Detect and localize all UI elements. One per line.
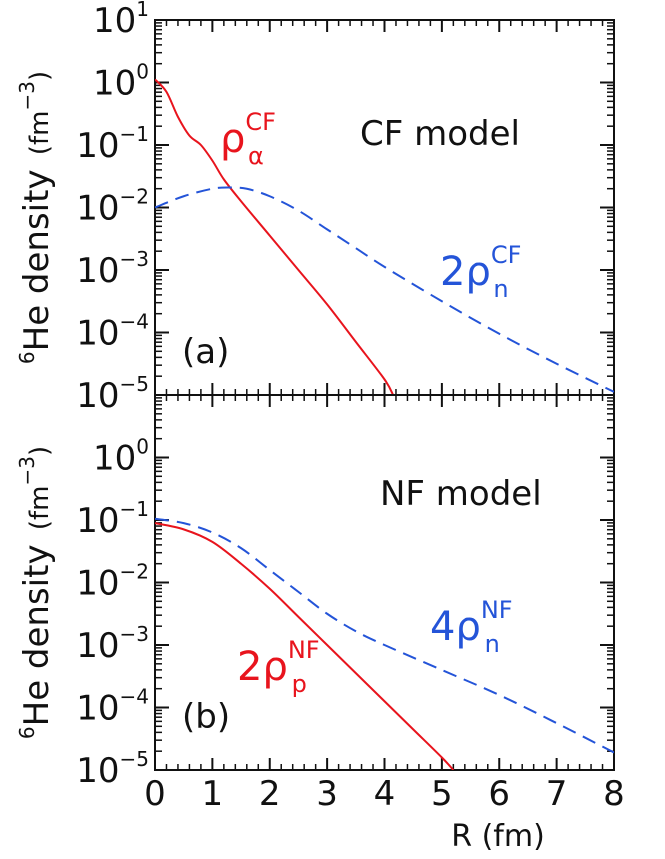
y-tick-label: 10−4 [76, 310, 149, 354]
y-tick-label: 10−2 [76, 560, 149, 604]
panel-tag: (b) [182, 697, 230, 737]
y-tick-label: 10−3 [76, 247, 149, 291]
y-tick-label: 10−3 [76, 622, 149, 666]
x-tick-label: 8 [603, 774, 625, 814]
x-tick-label: 3 [316, 774, 338, 814]
y-tick-label: 101 [93, 0, 149, 41]
y-tick-label: 10−5 [76, 372, 149, 416]
series-label-rho_alpha_CF: ρCF α [220, 108, 276, 170]
x-tick-label: 6 [488, 774, 510, 814]
y-tick-label: 100 [93, 60, 149, 104]
series-label-4rho_n_NF: 4ρNF n [430, 596, 513, 658]
series-line-2rho_p_NF [155, 522, 455, 770]
series-line-2rho_n_CF [155, 186, 614, 393]
y-tick-label: 10−2 [76, 185, 149, 229]
y-axis-label: 6He density (fm−3) [15, 446, 57, 739]
x-axis-label: R (fm) [451, 819, 545, 854]
panel-b: 100 10−1 10−2 10−3 10−4 10−5 6He density (fm−3… [15, 394, 625, 854]
x-tick-label: 1 [202, 774, 224, 814]
series-label-2rho_p_NF: 2ρNF p [237, 636, 320, 698]
series-line-4rho_n_NF [155, 517, 614, 754]
y-tick-label: 100 [93, 435, 149, 479]
series-line-rho_alpha_CF [155, 78, 394, 395]
y-tick-label: 10−4 [76, 685, 149, 729]
model-label: CF model [360, 114, 520, 154]
y-tick-label: 10−1 [76, 497, 149, 541]
y-tick-label: 10−5 [76, 747, 149, 791]
model-label: NF model [380, 474, 542, 514]
x-tick-label: 5 [431, 774, 453, 814]
panel-tag: (a) [182, 332, 229, 372]
x-tick-label: 2 [259, 774, 281, 814]
x-tick-label: 4 [374, 774, 396, 814]
x-tick-label: 7 [546, 774, 568, 814]
x-tick-label: 0 [144, 774, 166, 814]
panel-a: 101 100 10−1 10−2 10−3 10−4 10−5 6He density (f… [15, 0, 615, 416]
y-axis-label: 6He density (fm−3) [15, 71, 57, 364]
series-label-2rho_n_CF: 2ρCF n [440, 241, 521, 303]
y-tick-label: 10−1 [76, 122, 149, 166]
